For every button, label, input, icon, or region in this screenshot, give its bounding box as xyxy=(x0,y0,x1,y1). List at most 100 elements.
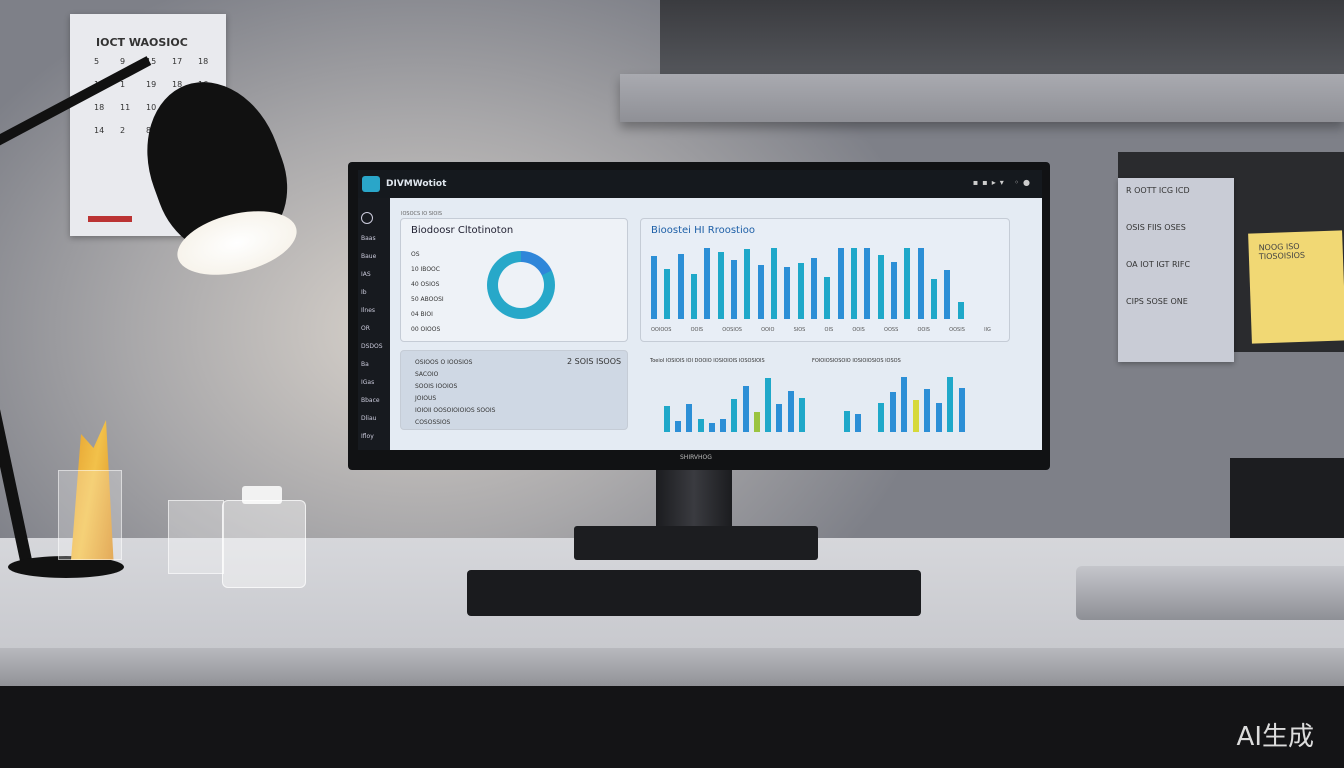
bar-plot xyxy=(651,245,971,319)
chart-bar xyxy=(889,392,896,432)
wall-shelf xyxy=(660,0,1344,78)
x-tick-label: OOSIOS xyxy=(722,327,742,333)
summary-lines: OSIOOS O IOOSIOS SACOIO SOOIS IOOIOS JOIOUS… xyxy=(415,357,495,429)
bar-chart-card: Bioostei HI Rroostioo OOIOOS OOIS OOSIOS OO… xyxy=(640,218,1010,342)
chart-title: ToeioI IOSIOIS IOI DOOIO IOSIOIOIS IOSOS… xyxy=(650,358,765,364)
card-title: Biodoosr Cltotinoton xyxy=(411,225,514,236)
monitor-stand xyxy=(656,468,732,530)
monitor-screen: DIVMWotiot ▪▪▸▾ ◦● Baas Baue IAS Ib Ilnes OR D… xyxy=(358,170,1042,450)
card-caption: IOSOCS IO SIOIS xyxy=(401,211,443,217)
chart-bar xyxy=(757,265,764,319)
calendar-day: 18 xyxy=(198,57,209,66)
x-tick-label: OOSIS xyxy=(949,327,965,333)
chart-bar xyxy=(935,402,942,432)
chart-bar xyxy=(944,270,951,319)
chart-bar xyxy=(811,258,817,319)
chart-bar xyxy=(904,247,911,319)
chart-bar xyxy=(651,256,657,319)
legend-item: 00 OIOOS xyxy=(411,326,441,333)
chart-bar xyxy=(776,404,783,432)
chart-bar xyxy=(744,249,751,319)
sidebar-item[interactable]: OR xyxy=(361,325,370,332)
summary-line: SACOIO xyxy=(415,371,439,378)
summary-card: OSIOOS O IOOSIOS SACOIO SOOIS IOOIOS JOIOUS… xyxy=(400,350,628,430)
sidebar-item[interactable]: Baas xyxy=(361,235,376,242)
sidebar-item[interactable]: DSDOS xyxy=(361,343,383,350)
calendar-day: 9 xyxy=(120,57,126,66)
x-axis-labels: OOIOOS OOIS OOSIOS OOIO SIOS OIS OOIS OOSS OOIS O… xyxy=(651,327,991,333)
x-tick-label: OOIS xyxy=(917,327,930,333)
sidebar-item[interactable]: IGas xyxy=(361,379,375,386)
x-tick-label: OOIOOS xyxy=(651,327,672,333)
chart-bar xyxy=(947,377,954,432)
chart-bar xyxy=(720,418,727,432)
sidebar-item[interactable]: Dliau xyxy=(361,415,377,422)
legend-item: 04 BIOI xyxy=(411,311,433,318)
paper-note: R OOTT ICG ICD OSIS FIIS OSES OA IOT IGT… xyxy=(1118,178,1234,362)
summary-line: JOIOUS xyxy=(415,395,437,402)
laptop xyxy=(1076,566,1344,620)
sidebar-item[interactable]: IAS xyxy=(361,271,371,278)
chart-bar xyxy=(844,410,850,432)
chart-bar xyxy=(704,247,711,319)
sidebar-item[interactable]: Ifloy xyxy=(361,433,374,440)
note-line: CIPS SOSE ONE xyxy=(1126,297,1188,306)
chart-bar xyxy=(742,385,749,432)
summary-line: OSIOOS O IOOSIOS xyxy=(415,359,473,366)
pen-cup xyxy=(168,500,224,574)
legend-item: OS xyxy=(411,251,420,258)
chart-bar xyxy=(697,418,704,432)
desk-edge xyxy=(0,648,1344,688)
sidebar-item[interactable]: Ib xyxy=(361,289,367,296)
chart-bar xyxy=(797,263,804,319)
calendar-day: 17 xyxy=(172,57,183,66)
chart-bar xyxy=(787,390,794,432)
calendar-day: 18 xyxy=(172,80,183,89)
lamp-base xyxy=(8,556,124,578)
calendar-title: IOCT WAOSIOC xyxy=(96,36,188,49)
calendar-day: 11 xyxy=(120,103,131,112)
summary-stat: 2 SOIS ISOOS xyxy=(567,357,622,366)
bar-plot-left xyxy=(664,376,810,432)
sidebar-item[interactable]: Baue xyxy=(361,253,377,260)
chart-bar xyxy=(864,247,871,319)
chart-bar xyxy=(957,301,964,319)
chart-bar xyxy=(917,247,924,319)
chart-bar xyxy=(824,277,831,319)
chart-bar xyxy=(686,404,693,432)
profile-icon[interactable] xyxy=(361,212,373,224)
monitor-base xyxy=(574,526,818,560)
jar-lid xyxy=(242,486,282,504)
chart-bar xyxy=(677,253,684,319)
x-tick-label: OOSS xyxy=(884,327,899,333)
chart-bar xyxy=(891,261,897,319)
legend-item: 50 ABOOSI xyxy=(411,296,444,303)
app-title: DIVMWotiot xyxy=(386,179,447,189)
chart-title: FOIOIOSIOSOIO IOSIOIOSIOS IOSOS xyxy=(812,358,901,364)
calendar-day: 15 xyxy=(146,57,157,66)
donut-card: IOSOCS IO SIOIS Biodoosr Cltotinoton OS 1… xyxy=(400,211,628,342)
summary-line: IOIOII OOSOIOIOIOS SOOIS xyxy=(415,407,496,414)
glass-jar xyxy=(222,500,306,588)
sidebar-item[interactable]: Bbace xyxy=(361,397,380,404)
monitor-brand: SHIRVHOG xyxy=(680,454,712,461)
chart-bar xyxy=(765,378,772,432)
calendar-day: 19 xyxy=(146,80,157,89)
chart-bar xyxy=(837,247,844,319)
chart-bar xyxy=(731,399,738,432)
chart-bar xyxy=(717,251,724,319)
sidebar: Baas Baue IAS Ib Ilnes OR DSDOS Ba IGas Bbace Dlia… xyxy=(358,198,390,450)
x-tick-label: OOIS xyxy=(690,327,704,333)
sticky-line: TIOSOISIOS xyxy=(1258,250,1306,262)
chart-bar xyxy=(691,273,697,319)
calendar-day: 2 xyxy=(120,126,126,135)
chart-bar xyxy=(664,268,671,319)
calendar-marker xyxy=(88,216,132,222)
window-controls-icon[interactable]: ▪▪▸▾ ◦● xyxy=(972,178,1034,187)
sidebar-item[interactable]: Ba xyxy=(361,361,369,368)
summary-line: COSOSSIOS xyxy=(415,419,451,426)
sidebar-item[interactable]: Ilnes xyxy=(361,307,376,314)
chart-bar xyxy=(901,377,908,432)
chart-bar xyxy=(753,411,760,432)
chart-bar xyxy=(708,423,715,432)
